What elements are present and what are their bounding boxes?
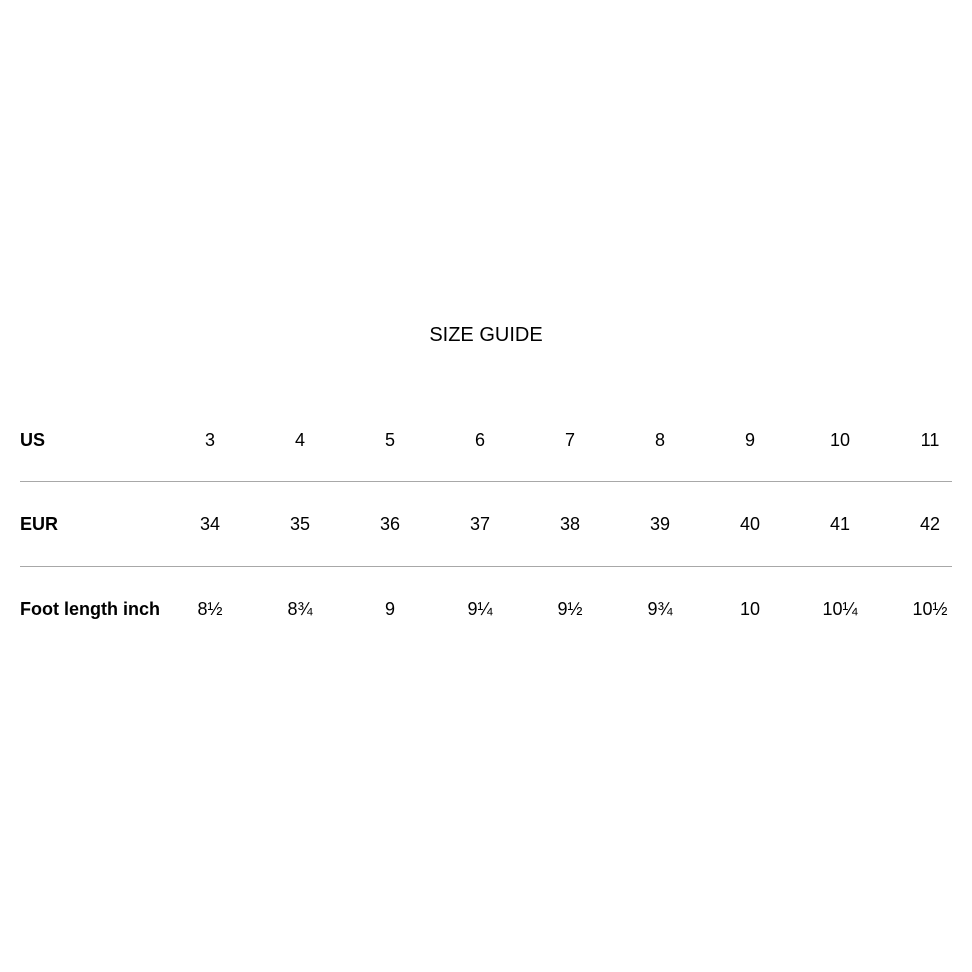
table-cell: 6 (474, 430, 485, 450)
table-cell: 35 (289, 514, 311, 534)
table-cell: 37 (469, 514, 491, 534)
table-cell: 8 (654, 430, 665, 450)
row-divider (20, 481, 952, 482)
table-cell: 10 (739, 599, 761, 619)
table-cell: 4 (294, 430, 305, 450)
table-cell: 39 (649, 514, 671, 534)
table-cell: 40 (739, 514, 761, 534)
table-cell: 9 (744, 430, 755, 450)
table-cell: 9 (384, 599, 395, 619)
table-cell: 9¾ (647, 599, 673, 619)
table-cell: 8½ (197, 599, 223, 619)
row-label: US (20, 430, 46, 450)
table-cell: 10 (829, 430, 851, 450)
page-title: SIZE GUIDE (429, 324, 543, 346)
table-cell: 36 (379, 514, 401, 534)
table-cell: 7 (564, 430, 575, 450)
table-cell: 38 (559, 514, 581, 534)
table-cell: 10¼ (822, 599, 858, 619)
table-cell: 3 (204, 430, 215, 450)
table-cell: 42 (919, 514, 941, 534)
table-cell: 9¼ (467, 599, 493, 619)
row-divider (20, 566, 952, 567)
table-cell: 41 (829, 514, 851, 534)
row-label: EUR (20, 514, 59, 534)
table-cell: 11 (920, 430, 940, 450)
table-cell: 8¾ (287, 599, 313, 619)
table-cell: 10½ (912, 599, 948, 619)
table-cell: 9½ (557, 599, 583, 619)
table-cell: 5 (384, 430, 395, 450)
table-cell: 34 (199, 514, 221, 534)
row-label: Foot length inch (20, 599, 160, 619)
